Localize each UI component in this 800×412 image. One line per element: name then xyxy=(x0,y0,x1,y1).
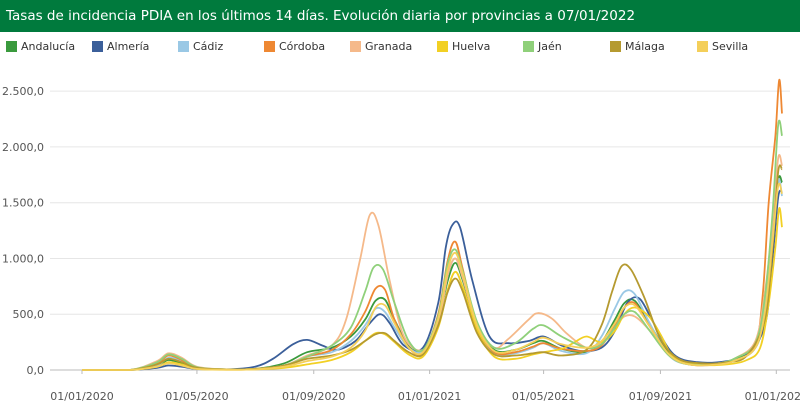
series-line[interactable] xyxy=(82,182,783,371)
legend-item[interactable]: Jaén xyxy=(523,38,562,54)
legend-item[interactable]: Almería xyxy=(92,38,149,54)
x-tick-label: 01/01/2020 xyxy=(50,390,113,403)
x-tick-label: 01/09/2021 xyxy=(629,390,692,403)
y-tick-label: 500,0 xyxy=(13,308,45,321)
legend-item[interactable]: Andalucía xyxy=(6,38,75,54)
legend-item[interactable]: Granada xyxy=(350,38,412,54)
x-tick-label: 01/01/2021 xyxy=(398,390,461,403)
legend-swatch xyxy=(178,40,189,52)
legend-item[interactable]: Córdoba xyxy=(264,38,325,54)
x-tick-label: 01/05/2021 xyxy=(512,390,575,403)
legend-item[interactable]: Sevilla xyxy=(697,38,748,54)
legend-swatch xyxy=(697,40,708,52)
legend-swatch xyxy=(610,40,621,52)
legend-item[interactable]: Málaga xyxy=(610,38,665,54)
line-chart: 0,0 500,0 1.000,0 1.500,0 2.000,0 2.500,0 01/… xyxy=(2,79,800,403)
series-line[interactable] xyxy=(82,207,783,371)
legend-swatch xyxy=(92,40,103,52)
legend-label: Sevilla xyxy=(712,39,749,53)
y-tick-label: 2.000,0 xyxy=(2,141,44,154)
y-tick-label: 1.000,0 xyxy=(2,252,44,265)
y-axis: 0,0 500,0 1.000,0 1.500,0 2.000,0 2.500,0 xyxy=(2,85,44,377)
chart-legend: Andalucía Almería Cádiz Córdoba Granada Huelv… xyxy=(0,36,800,58)
x-tick-label: 01/09/2020 xyxy=(282,390,345,403)
x-axis: 01/01/2020 01/05/2020 01/09/2020 01/01/2021… xyxy=(50,370,800,403)
y-tick-label: 0,0 xyxy=(27,364,45,377)
legend-item[interactable]: Huelva xyxy=(437,38,490,54)
legend-label: Córdoba xyxy=(279,39,326,53)
chart-title: Tasas de incidencia PDIA en los últimos … xyxy=(0,0,800,32)
series-line[interactable] xyxy=(82,119,783,371)
legend-label: Cádiz xyxy=(193,39,224,53)
series-line[interactable] xyxy=(82,164,783,371)
y-tick-label: 2.500,0 xyxy=(2,85,44,98)
legend-swatch xyxy=(6,40,17,52)
legend-label: Andalucía xyxy=(21,39,76,53)
legend-label: Granada xyxy=(365,39,413,53)
legend-swatch xyxy=(350,40,361,52)
legend-swatch xyxy=(523,40,534,52)
x-tick-label: 01/01/2022 xyxy=(745,390,800,403)
legend-label: Huelva xyxy=(452,39,491,53)
legend-label: Málaga xyxy=(625,39,665,53)
legend-swatch xyxy=(437,40,448,52)
legend-swatch xyxy=(264,40,275,52)
series-lines xyxy=(82,79,783,371)
legend-label: Almería xyxy=(107,39,150,53)
legend-label: Jaén xyxy=(538,39,562,53)
y-tick-label: 1.500,0 xyxy=(2,197,44,210)
grid xyxy=(50,90,790,371)
legend-item[interactable]: Cádiz xyxy=(178,38,223,54)
x-tick-label: 01/05/2020 xyxy=(165,390,228,403)
